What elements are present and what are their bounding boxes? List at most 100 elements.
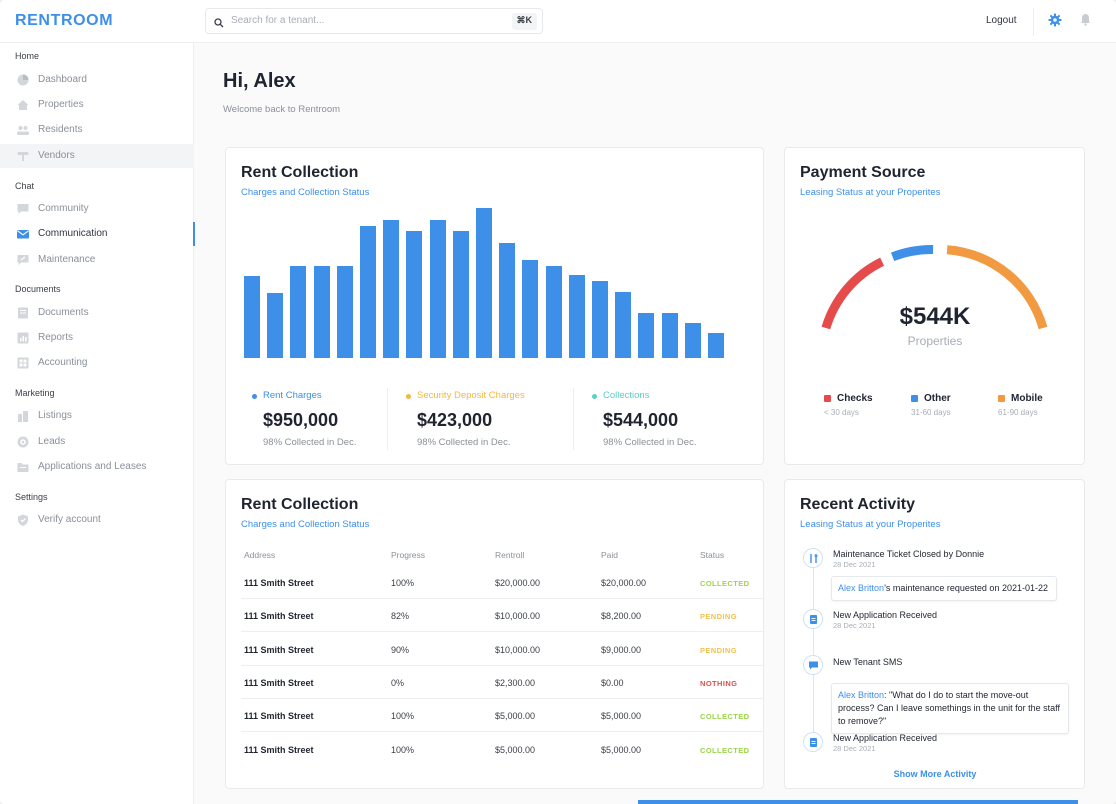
chart-bar[interactable] [336,266,353,358]
chart-bar[interactable] [267,293,284,358]
activity-date: 28 Dec 2021 [833,744,876,753]
building-icon [16,409,30,423]
chart-bar[interactable] [290,266,307,358]
table-header: Address Progress Rentroll Paid Status [241,550,763,564]
chart-bar[interactable] [406,231,423,358]
chart-bar[interactable] [661,313,678,358]
sidebar-item-leads[interactable]: Leads [0,430,194,454]
sidebar-item-label: Verify account [38,514,101,525]
maintenance-icon [16,253,30,267]
sidebar-item-residents[interactable]: Residents [0,118,194,142]
search-placeholder: Search for a tenant... [231,15,325,26]
stat-name: Rent Charges [263,390,322,401]
chart-bar[interactable] [592,281,608,358]
cell-address: 111 Smith Street [244,711,314,722]
bell-icon[interactable] [1080,13,1091,31]
legend-name: Checks [837,393,873,404]
chart-bar[interactable] [383,220,400,358]
table-row[interactable]: 111 Smith Street 82% $10,000.00 $8,200.00 PE… [241,599,763,633]
chart-bar[interactable] [244,276,260,358]
chart-bar[interactable] [568,275,585,358]
chart-bar[interactable] [545,266,562,358]
chart-bar[interactable] [313,266,330,358]
message-icon [809,661,818,670]
table-row[interactable]: 111 Smith Street 90% $10,000.00 $9,000.00 PE… [241,633,763,666]
activity-user-link[interactable]: Alex Britton [838,583,885,593]
sidebar-item-communication[interactable]: Communication [0,222,195,246]
stat-note: 98% Collected in Dec. [417,437,511,448]
sidebar-item-reports[interactable]: Reports [0,326,194,350]
chart-bar[interactable] [522,260,539,358]
sidebar-item-verify-account[interactable]: Verify account [0,508,194,532]
brand-logo[interactable]: RENTROOM [15,12,114,29]
sidebar-section-marketing: Marketing [15,388,55,398]
sidebar-item-label: Residents [38,124,83,135]
column-header-progress[interactable]: Progress [391,550,426,560]
gear-icon[interactable] [1048,13,1062,32]
table-row[interactable]: 111 Smith Street 100% $20,000.00 $20,000.00… [241,566,763,599]
chart-bar[interactable] [360,226,376,358]
cell-progress: 100% [391,744,415,755]
scroll-indicator [638,800,1078,804]
card-title: Rent Collection [241,164,359,181]
home-icon [16,98,30,112]
activity-bubble: Alex Britton: "What do I do to start the… [831,683,1069,734]
cell-progress: 82% [391,611,410,622]
cell-address: 111 Smith Street [244,611,314,622]
table-row[interactable]: 111 Smith Street 100% $5,000.00 $5,000.00 CO… [241,699,763,733]
sidebar-section-documents: Documents [15,284,61,294]
chart-bar[interactable] [452,231,469,358]
show-more-activity-link[interactable]: Show More Activity [893,769,977,779]
stat-divider [387,388,388,450]
column-header-rentroll[interactable]: Rentroll [495,550,525,560]
sidebar-item-listings[interactable]: Listings [0,404,194,428]
sidebar-item-documents[interactable]: Documents [0,301,194,325]
cell-progress: 100% [391,578,415,588]
status-badge: COLLECTED [700,745,750,755]
chart-bar[interactable] [684,323,701,358]
column-header-paid[interactable]: Paid [601,550,619,560]
chart-bar[interactable] [429,220,446,358]
column-header-address[interactable]: Address [244,550,276,560]
sidebar-item-dashboard[interactable]: Dashboard [0,68,194,92]
sidebar-item-applications[interactable]: Applications and Leases [0,455,194,479]
stat-note: 98% Collected in Dec. [603,437,697,448]
activity-user-link[interactable]: Alex Britton [838,690,885,700]
chart-bar[interactable] [476,208,492,358]
logout-button[interactable]: Logout [986,15,1017,26]
sidebar-item-vendors[interactable]: Vendors [0,144,194,168]
tenant-search[interactable]: Search for a tenant... ⌘K [205,8,543,34]
activity-date: 28 Dec 2021 [833,560,876,569]
sidebar-item-accounting[interactable]: Accounting [0,351,194,375]
table-row[interactable]: 111 Smith Street 0% $2,300.00 $0.00 NOTHING [241,666,763,699]
document-icon [810,615,817,624]
gauge-segment-mobile [946,245,1048,330]
document-icon [16,306,30,320]
legend-dot [592,394,597,399]
sidebar-item-community[interactable]: Community [0,197,194,221]
stat-divider [573,388,574,450]
shield-icon [16,513,30,527]
card-title: Payment Source [800,164,926,181]
stat-value: $544,000 [603,410,679,430]
chart-bar[interactable] [708,333,724,358]
cell-paid: $5,000.00 [601,711,642,722]
people-icon [16,123,30,137]
activity-title: Maintenance Ticket Closed by Donnie [833,549,985,559]
chart-bar[interactable] [499,243,516,358]
chart-bar[interactable] [615,292,632,358]
sidebar-item-label: Accounting [38,357,88,368]
column-header-status[interactable]: Status [700,550,725,560]
sidebar-section-chat: Chat [15,181,35,191]
tools-icon [16,149,30,163]
sidebar-item-maintenance[interactable]: Maintenance [0,248,194,272]
chart-bar[interactable] [638,313,655,358]
cell-progress: 90% [391,644,410,655]
activity-title: New Application Received [833,610,938,620]
activity-title: New Tenant SMS [833,657,903,667]
sidebar-item-label: Documents [38,307,89,318]
payment-source-gauge [821,244,1048,330]
sidebar-item-properties[interactable]: Properties [0,93,194,117]
sidebar-item-label: Properties [38,99,84,110]
table-row[interactable]: 111 Smith Street 100% $5,000.00 $5,000.00 CO… [241,733,763,766]
